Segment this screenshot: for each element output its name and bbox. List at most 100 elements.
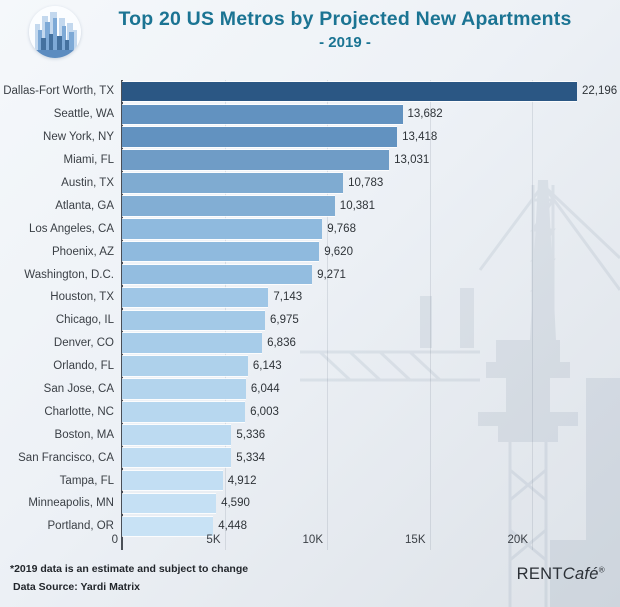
bar [122, 470, 223, 491]
bar-row: Boston, MA 5,336 [0, 423, 620, 446]
category-label: San Jose, CA [43, 383, 114, 396]
bar-row: Austin, TX 10,783 [0, 172, 620, 195]
category-label: New York, NY [43, 131, 114, 144]
bar-value-label: 5,336 [236, 428, 266, 441]
bar-value-label: 7,143 [273, 291, 303, 304]
gridline [429, 80, 431, 550]
bar-value-label: 9,271 [317, 268, 346, 281]
bar-row: Orlando, FL 6,143 [0, 355, 620, 378]
header: Top 20 US Metros by Projected New Apartm… [0, 0, 620, 72]
bar-value-label: 13,682 [407, 108, 443, 121]
brand-cafe: Café [562, 565, 599, 583]
bar-row: Portland, OR 4,448 [0, 515, 620, 538]
bar [122, 218, 323, 239]
bar-row: Atlanta, GA 10,381 [0, 194, 620, 217]
bar [122, 310, 265, 331]
bar-value-label: 22,196 [582, 85, 618, 98]
bar [122, 287, 269, 308]
bar [122, 493, 217, 514]
bar-row: Denver, CO 6,836 [0, 332, 620, 355]
bar-rows: Dallas-Fort Worth, TX 22,196 Seattle, WA… [0, 80, 620, 538]
bar-value-label: 6,044 [250, 383, 280, 396]
bar [122, 425, 232, 445]
bar-row: Seattle, WA 13,682 [0, 103, 620, 126]
footnote-source: Data Source: Yardi Matrix [13, 581, 141, 593]
bar [122, 264, 313, 285]
bar [122, 379, 246, 399]
category-label: Washington, D.C. [24, 268, 114, 281]
category-label: Phoenix, AZ [51, 245, 114, 258]
brand-rent: RENT [516, 565, 563, 583]
bar-row: Charlotte, NC 6,003 [0, 400, 620, 423]
category-label: Boston, MA [54, 428, 114, 441]
category-label: Charlotte, NC [44, 405, 114, 418]
registered-mark: ® [598, 565, 605, 575]
category-label: Dallas-Fort Worth, TX [3, 85, 114, 98]
bar [122, 516, 214, 537]
gridline [532, 80, 533, 550]
category-label: Seattle, WA [53, 108, 114, 121]
bar-value-label: 13,418 [402, 131, 438, 144]
bar-value-label: 9,768 [327, 222, 356, 235]
page-title: Top 20 US Metros by Projected New Apartm… [118, 8, 572, 30]
bar-value-label: 5,334 [236, 451, 266, 464]
x-tick-label: 10K [302, 534, 323, 546]
bar [122, 104, 403, 125]
category-label: Chicago, IL [55, 314, 114, 327]
category-label: Houston, TX [50, 291, 114, 304]
bar-row: Washington, D.C. 9,271 [0, 263, 620, 286]
bar-value-label: 6,003 [250, 405, 279, 418]
bar-row: Los Angeles, CA 9,768 [0, 217, 620, 240]
bar-row: San Francisco, CA 5,334 [0, 446, 620, 469]
category-label: Los Angeles, CA [28, 222, 114, 235]
bar-value-label: 4,912 [227, 474, 257, 487]
gridline [327, 80, 328, 550]
header-titles: Top 20 US Metros by Projected New Apartm… [90, 8, 600, 51]
x-tick-label: 20K [507, 534, 528, 546]
bar-value-label: 6,975 [270, 314, 299, 327]
bar-row: New York, NY 13,418 [0, 126, 620, 149]
page-subtitle: - 2019 - [319, 34, 371, 51]
bar [122, 241, 320, 262]
bar-value-label: 6,836 [267, 337, 296, 350]
bar-row: Miami, FL 13,031 [0, 149, 620, 172]
bar-value-label: 9,620 [324, 245, 353, 258]
category-label: Minneapolis, MN [28, 497, 114, 510]
bar-value-label: 10,381 [339, 199, 375, 212]
bar [122, 127, 398, 148]
bar-row: Chicago, IL 6,975 [0, 309, 620, 332]
city-skyline-icon [29, 6, 81, 58]
bar-row: Houston, TX 7,143 [0, 286, 620, 309]
bar-row: San Jose, CA 6,044 [0, 378, 620, 401]
category-label: Tampa, FL [59, 474, 114, 487]
x-tick-label: 0 [111, 534, 118, 546]
category-label: Miami, FL [63, 154, 114, 167]
category-label: Atlanta, GA [55, 199, 114, 212]
bar [122, 196, 335, 216]
category-label: Denver, CO [53, 337, 114, 350]
bar-value-label: 4,590 [221, 497, 250, 510]
bar [122, 173, 344, 193]
bar-row: Phoenix, AZ 9,620 [0, 240, 620, 263]
bar-chart: Dallas-Fort Worth, TX 22,196 Seattle, WA… [0, 80, 620, 550]
category-label: Portland, OR [47, 520, 114, 533]
bar [122, 447, 232, 468]
bar-value-label: 4,448 [218, 520, 247, 533]
rentcafe-logo: RENTCafé® [517, 565, 605, 584]
bar-value-label: 10,783 [348, 177, 384, 189]
x-tick-label: 5K [206, 534, 221, 546]
bar-value-label: 13,031 [394, 154, 430, 167]
category-label: San Francisco, CA [18, 451, 114, 464]
bar [122, 333, 263, 354]
x-tick-label: 15K [405, 534, 426, 546]
bar-row: Dallas-Fort Worth, TX 22,196 [0, 80, 620, 103]
category-label: Austin, TX [61, 177, 114, 189]
bar [122, 150, 390, 170]
bar-row: Minneapolis, MN 4,590 [0, 492, 620, 515]
bar [122, 81, 577, 102]
bar [122, 402, 246, 422]
category-label: Orlando, FL [53, 360, 114, 373]
footnote-estimate: *2019 data is an estimate and subject to… [10, 563, 249, 575]
bar-row: Tampa, FL 4,912 [0, 469, 620, 492]
